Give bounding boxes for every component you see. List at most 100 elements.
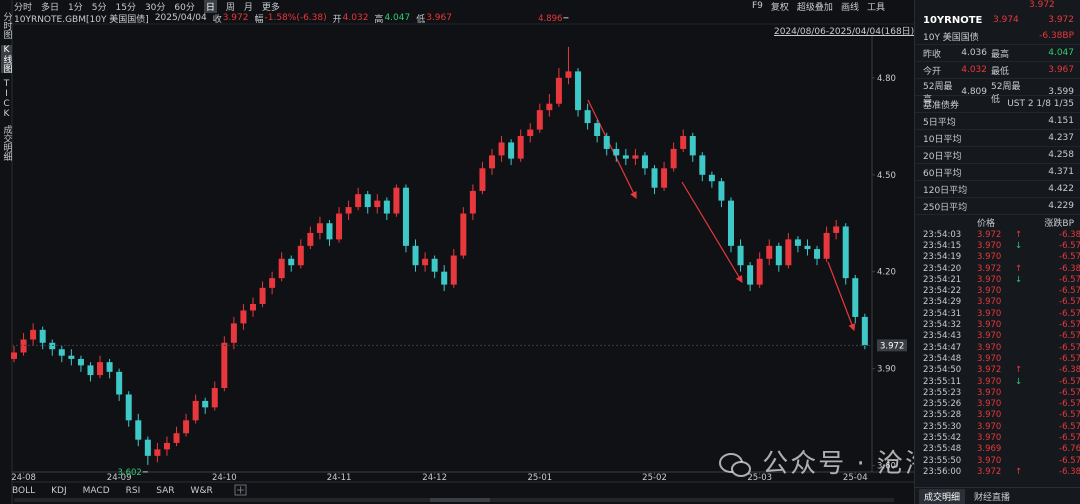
trade-price: 3.969	[977, 444, 1002, 455]
candle-body	[326, 223, 333, 240]
trade-row: 23:55:11 3.970 ↓ -6.57	[915, 376, 1080, 387]
indicator-tab[interactable]: W&R	[190, 485, 213, 496]
stat-value: 3.967	[1048, 65, 1074, 75]
trade-row: 23:54:03 3.972 ↑ -6.38	[915, 229, 1080, 240]
candle-body	[393, 187, 400, 214]
trade-time: 23:54:21	[923, 274, 962, 285]
trade-change: -6.57	[1059, 297, 1080, 308]
benchmark-value: UST 2 1/8 1/35	[1007, 99, 1074, 109]
average-value: 4.422	[1048, 184, 1074, 194]
trade-price: 3.970	[977, 320, 1002, 331]
trade-row: 23:54:32 3.970 -6.57	[915, 319, 1080, 330]
trade-time: 23:55:11	[923, 376, 962, 387]
candle-body	[699, 155, 706, 175]
trade-price: 3.970	[977, 387, 1002, 398]
average-value: 4.258	[1048, 150, 1074, 160]
candle-body	[106, 362, 113, 372]
high-label: 4.896	[538, 14, 562, 24]
stat-value: 3.599	[1048, 87, 1074, 97]
side-tab[interactable]: K线图	[0, 45, 12, 73]
period-tab[interactable]: 5分	[91, 2, 107, 13]
benchmark-label: 基准债券	[923, 100, 960, 111]
indicator-tab[interactable]: BOLL	[12, 485, 36, 496]
panel-tab[interactable]: 成交明细	[919, 488, 966, 504]
kline-chart: 4.80 4.50 4.20 3.90 3.60 24-08 24-09 24-10 24-11…	[11, 0, 914, 504]
period-tab[interactable]: 1分	[68, 2, 83, 13]
date-range[interactable]: 2024/08/06-2025/04/04(168日)	[774, 27, 915, 37]
candle-body	[575, 71, 582, 111]
trade-change: -6.57	[1059, 353, 1080, 364]
average-label: 5日平均	[923, 117, 956, 128]
stat-row: 52周最高 4.809 52周最低 3.599	[915, 79, 1080, 105]
period-tab[interactable]: 月	[243, 2, 253, 13]
trade-time: 23:56:00	[923, 466, 962, 477]
average-label: 250日平均	[923, 202, 968, 213]
average-row: 5日平均 4.151	[915, 113, 1080, 130]
panel-tab[interactable]: 财经直播	[974, 492, 1011, 503]
period-tab[interactable]: 60分	[174, 2, 195, 13]
candle-body	[555, 77, 562, 104]
tool-button[interactable]: 工具	[866, 2, 885, 13]
stat-label: 昨收	[923, 49, 942, 60]
name-row: 10YRNOTE 3.974 3.972	[915, 12, 1080, 28]
x-tick-label: 24-09	[107, 473, 132, 483]
tool-button[interactable]: 复权	[770, 2, 789, 13]
stat-label: 今开	[923, 66, 942, 77]
side-tabs: 分时图 K线图 TICK 成交明细	[0, 12, 12, 161]
trade-change: -6.57	[1059, 410, 1080, 421]
average-label: 60日平均	[923, 168, 962, 179]
side-tab[interactable]: TICK	[1, 79, 12, 119]
indicator-tab[interactable]: KDJ	[51, 485, 67, 496]
candle-body	[58, 349, 65, 356]
stat-label: 最低	[991, 66, 1010, 77]
trend-arrow	[681, 181, 743, 284]
candle-body	[728, 200, 734, 246]
candle-body	[97, 362, 104, 376]
side-tab[interactable]: 成交明细	[1, 125, 12, 161]
low: 3.967	[426, 13, 452, 23]
candle-body	[20, 339, 27, 353]
period-toolbar: 分时 多日 1分 5分 15分 30分 60分日周月更多	[14, 0, 280, 13]
trade-time: 23:55:42	[923, 432, 962, 443]
average-row: 120日平均 4.422	[915, 181, 1080, 198]
tool-button[interactable]: 画线	[840, 2, 859, 13]
period-tab[interactable]: 15分	[115, 2, 136, 13]
add-tab[interactable]	[234, 484, 247, 496]
period-tab[interactable]: 分时	[14, 2, 33, 13]
quote-desc: 10Y 美国国债	[923, 32, 979, 43]
trades-header: 价格 涨跌BP	[915, 215, 1080, 229]
candle-body	[536, 110, 543, 130]
candle-body	[211, 388, 218, 408]
period-tab[interactable]: 周	[225, 2, 235, 13]
stat-label: 52周最高	[923, 82, 953, 105]
x-tick-label: 24-12	[422, 473, 447, 483]
tool-button[interactable]: 超级叠加	[796, 2, 833, 13]
scroll-thumb[interactable]	[430, 498, 490, 502]
benchmark-row: 基准债券 UST 2 1/8 1/35	[915, 96, 1080, 113]
period-tab[interactable]: 日	[203, 0, 217, 13]
indicator-tab[interactable]: SAR	[156, 485, 175, 496]
period-tab[interactable]: 30分	[144, 2, 166, 13]
candle-body	[785, 239, 792, 266]
trade-price: 3.970	[977, 421, 1002, 432]
open-label: 开	[332, 14, 342, 25]
trade-row: 23:55:50 3.970 -6.57	[915, 455, 1080, 466]
candle-body	[775, 245, 782, 266]
trade-price: 3.970	[977, 410, 1002, 421]
indicator-tab[interactable]: RSI	[125, 485, 141, 496]
trade-price: 3.970	[977, 252, 1002, 263]
trade-change: -6.57	[1059, 399, 1080, 410]
trade-change: -6.57	[1059, 421, 1080, 432]
tool-button[interactable]: F9	[752, 1, 763, 11]
indicator-tab[interactable]: MACD	[82, 485, 110, 496]
trade-time: 23:54:50	[923, 365, 962, 376]
y-tick-label: 4.80	[877, 74, 896, 84]
period-tab[interactable]: 更多	[261, 2, 280, 13]
period-tab[interactable]: 多日	[41, 2, 60, 13]
trade-time: 23:55:28	[923, 410, 962, 421]
ask: 3.972	[1048, 15, 1074, 25]
trade-price: 3.970	[977, 376, 1002, 387]
side-tab[interactable]: 分时图	[1, 12, 12, 39]
candle-body	[794, 239, 801, 246]
